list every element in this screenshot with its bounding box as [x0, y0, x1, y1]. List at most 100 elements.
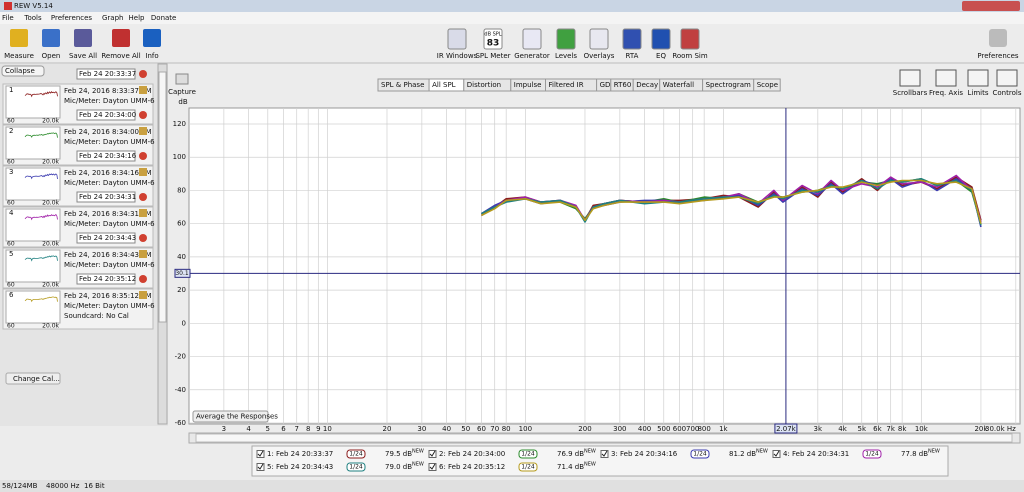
- toolbar-icon[interactable]: [680, 28, 700, 50]
- x-scroll-thumb[interactable]: [195, 433, 1013, 443]
- collapse-button[interactable]: [1, 65, 45, 77]
- capture-icon[interactable]: [175, 73, 189, 85]
- change-cal-label[interactable]: Change Cal...: [13, 375, 60, 383]
- remove-button[interactable]: [139, 152, 147, 160]
- legend-name[interactable]: 6: Feb 24 20:35:12: [439, 463, 505, 471]
- toolbar-icon[interactable]: [42, 29, 60, 47]
- measurement-icon[interactable]: [139, 127, 147, 135]
- smoothing-label[interactable]: 1/24: [349, 464, 363, 471]
- change-cal-button[interactable]: [5, 372, 61, 385]
- menu-item[interactable]: Preferences: [51, 14, 93, 22]
- graph-control-label[interactable]: Controls: [993, 89, 1022, 97]
- toolbar-icon[interactable]: [74, 29, 92, 47]
- toolbar-label[interactable]: Info: [145, 52, 158, 60]
- smoothing-box[interactable]: [862, 449, 882, 459]
- remove-button[interactable]: [139, 275, 147, 283]
- graph-tab-label[interactable]: Filtered IR: [549, 81, 584, 89]
- smoothing-box[interactable]: [518, 449, 538, 459]
- legend-check[interactable]: [257, 450, 264, 457]
- toolbar-icon[interactable]: [143, 29, 161, 47]
- thumbnail[interactable]: [5, 208, 61, 242]
- graph-tab[interactable]: [753, 78, 781, 92]
- toolbar-icon[interactable]: [483, 28, 503, 50]
- measurement-name[interactable]: Feb 24 20:34:43: [79, 234, 136, 242]
- capture-label[interactable]: Capture: [168, 88, 196, 96]
- smoothing-label[interactable]: 1/24: [349, 451, 363, 458]
- graph-tab-label[interactable]: Waterfall: [663, 81, 694, 89]
- legend-checkbox[interactable]: [600, 450, 609, 458]
- measurement-name[interactable]: Feb 24 20:35:12: [79, 275, 136, 283]
- toolbar-label[interactable]: Save All: [69, 52, 97, 60]
- average-button-label[interactable]: Average the Responses: [196, 413, 278, 421]
- legend-checkbox[interactable]: [256, 450, 265, 458]
- measurement-name[interactable]: Feb 24 20:33:37: [79, 70, 136, 78]
- graph-control-label[interactable]: Limits: [968, 89, 989, 97]
- graph-tab-label[interactable]: Decay: [636, 81, 658, 89]
- thumbnail[interactable]: [5, 249, 61, 283]
- legend-checkbox[interactable]: [428, 450, 437, 458]
- measurement-icon[interactable]: [139, 209, 147, 217]
- smoothing-label[interactable]: 1/24: [521, 451, 535, 458]
- menu-item[interactable]: Help: [129, 14, 146, 22]
- legend-name[interactable]: 2: Feb 24 20:34:00: [439, 450, 505, 458]
- name-field[interactable]: [76, 191, 136, 203]
- graph-control-icon[interactable]: [967, 69, 989, 87]
- thumbnail[interactable]: [5, 126, 61, 160]
- graph-tab-label[interactable]: GD: [600, 81, 611, 89]
- menu-item[interactable]: Tools: [23, 14, 42, 22]
- graph-control-label[interactable]: Scrollbars: [893, 89, 928, 97]
- thumbnail[interactable]: [5, 85, 61, 119]
- name-field[interactable]: [76, 232, 136, 244]
- toolbar-label[interactable]: Remove All: [101, 52, 140, 60]
- legend-checkbox[interactable]: [428, 463, 437, 471]
- name-field[interactable]: [76, 273, 136, 285]
- toolbar-icon[interactable]: [622, 28, 642, 50]
- measurement-name[interactable]: Feb 24 20:34:16: [79, 152, 137, 160]
- legend-check[interactable]: [429, 450, 436, 457]
- menu-item[interactable]: Graph: [102, 14, 123, 22]
- measurement-icon[interactable]: [139, 86, 147, 94]
- toolbar-label[interactable]: SPL Meter: [475, 52, 510, 60]
- name-field[interactable]: [76, 68, 136, 80]
- legend-name[interactable]: 1: Feb 24 20:33:37: [267, 450, 333, 458]
- graph-control-label[interactable]: Freq. Axis: [929, 89, 963, 97]
- menu-item[interactable]: Donate: [151, 14, 176, 22]
- toolbar-icon[interactable]: [112, 29, 130, 47]
- legend-check[interactable]: [773, 450, 780, 457]
- graph-tab-label[interactable]: Impulse: [514, 81, 542, 89]
- measurement-name[interactable]: Feb 24 20:34:31: [79, 193, 136, 201]
- toolbar-label[interactable]: Levels: [555, 52, 577, 60]
- graph-tab-label[interactable]: Spectrogram: [706, 81, 751, 89]
- toolbar-label[interactable]: EQ: [656, 52, 666, 60]
- toolbar-icon[interactable]: [589, 28, 609, 50]
- smoothing-box[interactable]: [346, 462, 366, 472]
- toolbar-label[interactable]: Overlays: [584, 52, 615, 60]
- measurement-icon[interactable]: [139, 168, 147, 176]
- name-field[interactable]: [76, 150, 136, 162]
- legend-check[interactable]: [257, 463, 264, 470]
- graph-control-icon[interactable]: [996, 69, 1018, 87]
- graph-tab-label[interactable]: SPL & Phase: [381, 81, 424, 89]
- thumbnail[interactable]: [5, 290, 61, 324]
- remove-button[interactable]: [139, 111, 147, 119]
- smoothing-box[interactable]: [690, 449, 710, 459]
- toolbar-label[interactable]: Open: [42, 52, 61, 60]
- smoothing-label[interactable]: 1/24: [693, 451, 707, 458]
- name-field[interactable]: [76, 109, 136, 121]
- measurement-icon[interactable]: [139, 291, 147, 299]
- graph-tab-label[interactable]: RT60: [614, 81, 632, 89]
- measurement-icon[interactable]: [139, 250, 147, 258]
- graph-tab-label[interactable]: All SPL: [432, 81, 456, 89]
- window-buttons[interactable]: [962, 1, 1020, 11]
- toolbar-label[interactable]: Preferences: [977, 52, 1019, 60]
- smoothing-box[interactable]: [518, 462, 538, 472]
- toolbar-label[interactable]: Measure: [4, 52, 34, 60]
- thumbnail[interactable]: [5, 167, 61, 201]
- legend-name[interactable]: 5: Feb 24 20:34:43: [267, 463, 333, 471]
- sidebar-scroll-thumb[interactable]: [158, 71, 167, 323]
- measurement-name[interactable]: Feb 24 20:34:00: [79, 111, 136, 119]
- smoothing-label[interactable]: 1/24: [521, 464, 535, 471]
- collapse-label[interactable]: Collapse: [5, 67, 35, 75]
- toolbar-icon[interactable]: [651, 28, 671, 50]
- toolbar-label[interactable]: IR Windows: [437, 52, 478, 60]
